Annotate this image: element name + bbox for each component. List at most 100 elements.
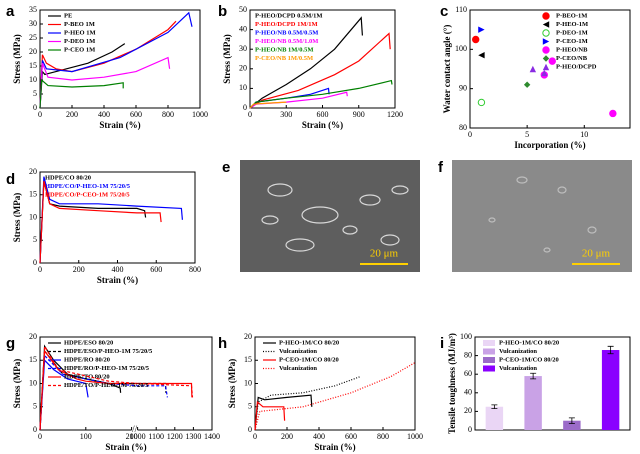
y-tick-label: 0 [33, 103, 37, 112]
panel-label: b [218, 3, 227, 20]
texture [391, 185, 409, 195]
x-tick-label: 0 [253, 432, 257, 441]
x-tick-label: 1000 [192, 110, 208, 119]
curve [249, 79, 393, 109]
x-tick-label: 400 [98, 110, 110, 119]
x-tick-label: 400 [313, 432, 325, 441]
x-axis-label: Strain (%) [97, 275, 138, 285]
curve [39, 11, 193, 109]
scale-bar-label: 20 μm [370, 248, 399, 260]
x-tick-label: 600 [317, 110, 329, 119]
x-tick-label: 1000 [130, 432, 146, 441]
x-axis-label: Strain (%) [99, 120, 140, 130]
error-bar [530, 372, 537, 380]
legend-swatch [483, 348, 495, 355]
curve [249, 91, 348, 109]
legend-label: P-DEO 1M [64, 38, 95, 45]
marker [541, 69, 548, 77]
error-bar [607, 345, 614, 355]
x-tick-label: 300 [280, 110, 292, 119]
legend-label: P-BEO 1M [64, 21, 95, 28]
texture [516, 176, 528, 184]
legend-marker [542, 46, 550, 54]
error-bar [491, 404, 498, 410]
legend-label: P-HEO/NB 1M/0.5M [255, 46, 314, 53]
curve [39, 176, 183, 264]
axis-break [131, 427, 138, 433]
marker [478, 26, 485, 33]
y-tick-label: 15 [244, 355, 252, 364]
y-tick-label: 100 [460, 332, 472, 341]
y-axis-label: Stress (MPa) [12, 34, 22, 84]
panel-label: i [440, 335, 444, 352]
y-tick-label: 5 [33, 235, 37, 244]
legend-label: Vulcanization [499, 348, 537, 355]
legend-swatch [483, 357, 495, 363]
legend-swatch [483, 340, 495, 346]
bar [485, 406, 504, 430]
y-tick-label: 0 [468, 425, 472, 434]
curve [39, 180, 162, 264]
legend-label: P-HEO-1M/CO 80/20 [499, 339, 559, 346]
y-tick-label: 10 [239, 83, 247, 92]
bar [601, 350, 620, 430]
texture [285, 238, 315, 252]
y-axis-label: Water contact angle (°) [442, 25, 452, 114]
marker [523, 81, 531, 88]
y-tick-label: 5 [33, 402, 37, 411]
y-tick-label: 20 [29, 332, 37, 341]
panel-label: g [6, 335, 15, 352]
curve [254, 375, 361, 431]
texture [587, 226, 597, 234]
x-tick-label: 0 [38, 432, 42, 441]
curve [249, 32, 391, 109]
legend-marker [542, 55, 550, 62]
legend-label: HDPE/ESO 80/20 [64, 339, 113, 346]
legend-label: P-HEO/NB 0.5M/1.0M [255, 38, 318, 45]
legend-label: Vulcanization [279, 348, 317, 355]
y-tick-label: 110 [455, 5, 467, 14]
curve [254, 362, 416, 431]
bar [524, 376, 542, 430]
legend-label: P-HEO/NB 0.5M/0.5M [255, 29, 318, 36]
x-tick-label: 100 [80, 432, 92, 441]
y-tick-label: 10 [29, 212, 37, 221]
texture [261, 215, 279, 225]
x-tick-label: 200 [281, 432, 293, 441]
x-tick-label: 600 [345, 432, 357, 441]
y-tick-label: 5 [248, 402, 252, 411]
micrograph [452, 160, 632, 272]
texture [543, 247, 551, 253]
legend-label: P-CEO-1M/CO 80/20 [279, 356, 339, 363]
bar [563, 420, 581, 430]
x-tick-label: 1200 [387, 110, 403, 119]
x-tick-label: 1000 [407, 432, 423, 441]
x-tick-label: 0 [38, 265, 42, 274]
texture [342, 225, 358, 235]
y-tick-label: 10 [29, 75, 37, 84]
y-tick-label: 15 [29, 61, 37, 70]
x-tick-label: 200 [126, 432, 138, 441]
legend-label: HDPE/RO/P-HEO-1M 75/20/5 [64, 365, 150, 372]
curve [39, 344, 194, 431]
x-tick-label: 5 [525, 130, 529, 139]
y-tick-label: 40 [239, 24, 247, 33]
legend-label: P-CEO 1M [64, 46, 95, 53]
y-tick-label: 0 [33, 425, 37, 434]
panel-label: c [440, 3, 448, 20]
legend-marker [542, 21, 550, 28]
legend-label: P-CEO-1M/CO 80/20 [499, 356, 559, 363]
x-tick-label: 1100 [148, 432, 164, 441]
marker [548, 57, 556, 65]
y-tick-label: 20 [244, 332, 252, 341]
x-tick-label: 600 [130, 110, 142, 119]
y-tick-label: 20 [29, 47, 37, 56]
panel-label: d [6, 171, 15, 188]
legend-label: P-HEO-1M/CO 80/20 [279, 339, 339, 346]
legend-label: HDPE/TO 80/20 [64, 373, 110, 380]
panel-label: a [6, 3, 15, 20]
marker [609, 109, 617, 118]
curve [249, 16, 363, 109]
curve [254, 400, 286, 431]
